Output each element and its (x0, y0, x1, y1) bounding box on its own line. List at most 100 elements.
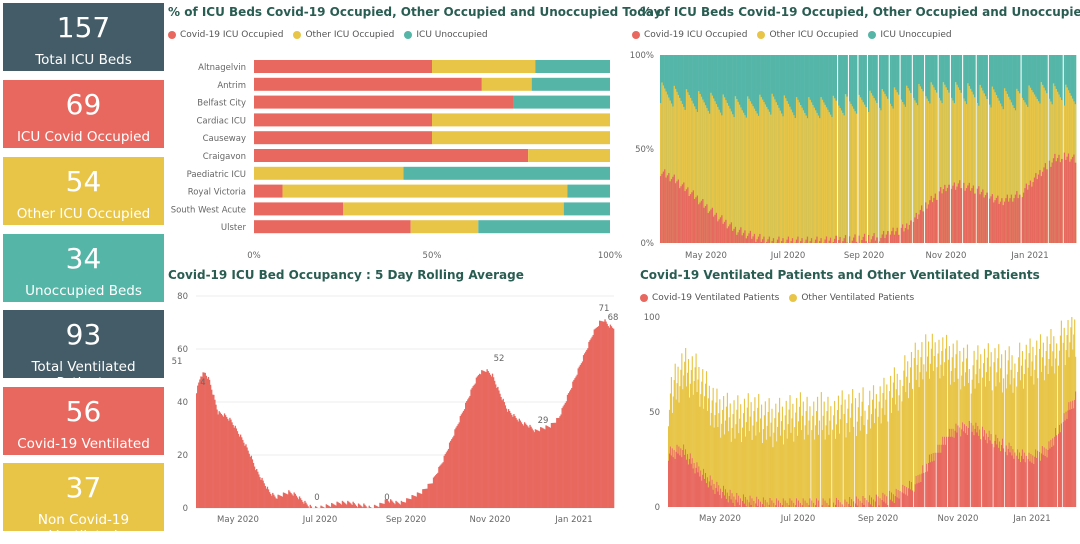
chart-title-rolling: Covid-19 ICU Bed Occupancy : 5 Day Rolli… (168, 268, 524, 282)
legend-dot (293, 31, 301, 39)
area-bar-covid (948, 185, 950, 243)
y-tick-label: 40 (177, 398, 188, 408)
bar-segment (254, 60, 432, 73)
y-tick-label: 50 (649, 408, 660, 418)
vent-bar-covid (1075, 391, 1076, 507)
kpi-card: 69 ICU Covid Occupied (3, 80, 164, 148)
legend-dot (789, 294, 797, 302)
bar-segment (254, 220, 411, 233)
y-tick-label: Ulster (221, 223, 247, 233)
area-bar-covid (922, 211, 924, 243)
area-bar-covid (1046, 169, 1048, 243)
rolling-bar (613, 329, 614, 508)
area-bar-covid (974, 194, 976, 243)
area-bar-other (856, 114, 858, 243)
legend-label: Covid-19 ICU Occupied (180, 30, 283, 40)
vent-bar-covid (864, 498, 865, 507)
area-bar-covid (960, 188, 962, 243)
y-tick-label: 0% (641, 239, 655, 249)
vent-bar-covid (912, 490, 913, 507)
bar-segment (432, 60, 535, 73)
bar-segment (478, 220, 610, 233)
vent-bar-other (980, 354, 981, 439)
kpi-label: ICU Covid Occupied (3, 129, 164, 145)
x-tick-label: Jul 2020 (770, 251, 806, 261)
vent-bar-other (876, 394, 877, 494)
y-tick-label: Belfast City (197, 99, 246, 109)
vent-bar-other (1056, 343, 1057, 435)
y-tick-label: 0 (655, 503, 660, 513)
y-tick-label: Cardiac ICU (197, 116, 247, 126)
vent-bar-other (887, 422, 888, 506)
bar-segment (254, 96, 514, 109)
kpi-value: 37 (3, 473, 164, 503)
legend-ventilated: Covid-19 Ventilated Patients Other Ventil… (640, 293, 914, 303)
data-label: 0 (384, 493, 389, 503)
area-bar-other (898, 95, 900, 243)
legend-label: Covid-19 ICU Occupied (644, 30, 747, 40)
area-bar-covid (1075, 163, 1077, 243)
bar-segment (254, 185, 282, 198)
vent-bar-covid (1026, 456, 1027, 507)
legend-dot (640, 294, 648, 302)
y-tick-label: 100 (644, 313, 660, 323)
y-tick-label: 50% (635, 145, 654, 155)
vent-bar-covid (900, 491, 901, 507)
vent-bar-other (935, 342, 936, 452)
kpi-value: 69 (3, 90, 164, 120)
vent-bar-covid (853, 501, 854, 507)
y-tick-label: 100% (630, 51, 654, 61)
legend-dot (757, 31, 765, 39)
vent-bar-other (830, 406, 831, 507)
area-bar-other (887, 99, 889, 243)
x-tick-label: 100% (598, 251, 622, 261)
bar-segment (343, 202, 564, 215)
area-bar-covid (1061, 159, 1063, 243)
data-label: 51 (172, 357, 183, 367)
bar-segment (564, 202, 610, 215)
vent-bar-other (853, 427, 854, 501)
bar-segment (254, 167, 404, 180)
y-tick-label: 20 (177, 451, 188, 461)
area-bar-covid (936, 200, 938, 243)
vent-bar-covid (842, 504, 843, 507)
y-tick-label: Craigavon (203, 152, 246, 162)
legend-item: Covid-19 ICU Occupied (632, 30, 747, 40)
vent-bar-covid (935, 453, 936, 507)
vent-bar-covid (809, 498, 810, 507)
legend-label: Covid-19 Ventilated Patients (652, 293, 779, 303)
bar-segment (282, 185, 567, 198)
x-tick-label: Jan 2021 (554, 515, 592, 525)
vent-bar-other (957, 379, 958, 426)
vent-bar-covid (992, 444, 993, 507)
vent-bar-other (969, 369, 970, 421)
x-tick-label: 50% (423, 251, 442, 261)
x-tick-label: Sep 2020 (386, 515, 426, 525)
bar-segment (567, 185, 610, 198)
vent-bar-covid (887, 505, 888, 507)
x-tick-label: Nov 2020 (938, 514, 979, 524)
kpi-label: Non Covid-19 Ventilated (3, 512, 164, 544)
legend-item: Other Ventilated Patients (789, 293, 914, 303)
bar-segment (411, 220, 479, 233)
data-label: 4 (200, 378, 205, 388)
legend-item: ICU Unoccupied (868, 30, 951, 40)
bar-segment (254, 202, 343, 215)
vent-bar-covid (946, 437, 947, 507)
x-tick-label: Nov 2020 (470, 515, 511, 525)
vent-bar-other (1037, 378, 1038, 450)
vent-bar-other (1014, 364, 1015, 453)
x-tick-label: Jul 2020 (780, 514, 816, 524)
vent-bar-other (819, 421, 820, 507)
area-bar-other (876, 103, 878, 243)
vent-bar-other (992, 390, 993, 443)
bar-segment (254, 78, 482, 91)
